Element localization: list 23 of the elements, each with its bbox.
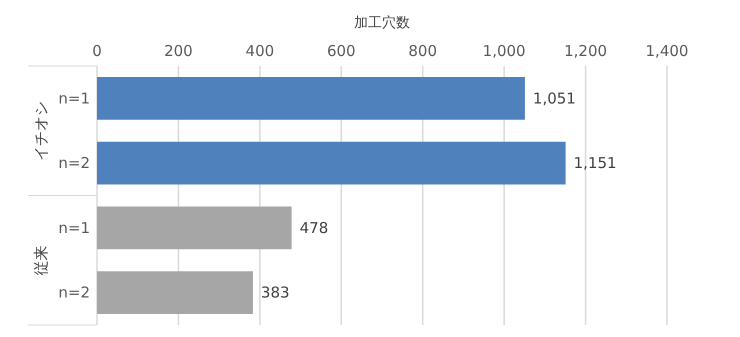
x-tick-label: 600: [326, 42, 356, 60]
x-tick-label: 200: [164, 42, 193, 60]
y-tick-label: n=1: [58, 218, 90, 237]
y-tick-label: n=2: [58, 154, 90, 172]
bar: [97, 206, 292, 250]
x-tick-label: 1,400: [646, 42, 688, 60]
text: 従来: [32, 245, 50, 276]
x-tick-label: 1,200: [564, 42, 608, 60]
y-tick-label: n=2: [58, 284, 90, 302]
x-tick-label: 400: [246, 42, 274, 60]
data-label: 478: [300, 218, 328, 237]
data-label: 383: [260, 284, 290, 302]
bar: [97, 142, 566, 184]
bar: [97, 271, 253, 314]
y-tick-label: n=1: [58, 89, 90, 108]
bar: [97, 77, 525, 120]
x-tick-label: 800: [408, 42, 438, 60]
x-tick-label: 1,000: [482, 42, 526, 60]
x-tick-label: 0: [92, 42, 102, 60]
text: イチオシ: [32, 100, 50, 161]
x-axis-title: 加工穴数: [354, 15, 410, 31]
data-label: 1,151: [574, 154, 617, 172]
data-label: 1,051: [532, 89, 576, 108]
